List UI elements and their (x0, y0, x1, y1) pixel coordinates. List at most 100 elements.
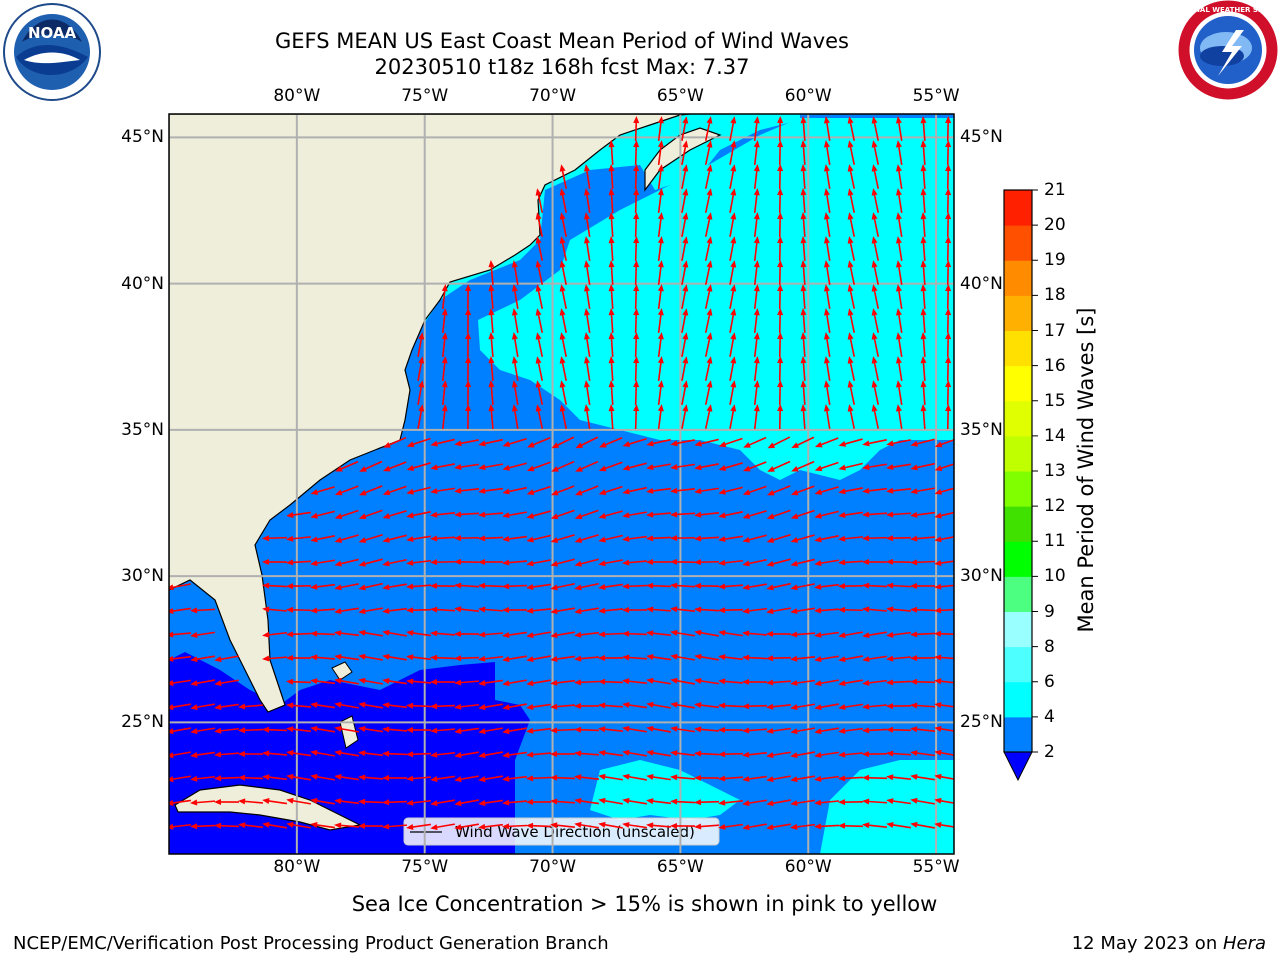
direction-arrowhead (862, 656, 870, 663)
lat-tick-label: 45°N (121, 127, 164, 148)
direction-arrowhead (895, 308, 902, 316)
direction-arrowhead (454, 582, 462, 589)
lat-tick-label: 35°N (960, 419, 1003, 440)
direction-arrowhead (535, 356, 542, 364)
direction-arrowhead (910, 559, 918, 566)
direction-arrowhead (753, 356, 760, 364)
direction-arrowhead (800, 332, 807, 340)
direction-arrowhead (910, 678, 918, 685)
direction-arrowhead (633, 140, 640, 148)
colorbar-tick-label: 21 (1044, 180, 1066, 200)
direction-arrowhead (706, 284, 713, 292)
direction-arrowhead (920, 380, 927, 388)
direction-arrowhead (920, 260, 927, 268)
direction-arrowhead (934, 821, 942, 828)
direction-arrowhead (934, 488, 943, 495)
colorbar-under-triangle (1003, 751, 1033, 782)
direction-arrowhead (694, 823, 702, 830)
map-subtitle: 20230510 t18z 168h fcst Max: 7.37 (374, 55, 750, 79)
direction-arrowhead (535, 404, 542, 412)
direction-arrowhead (871, 212, 878, 220)
direction-arrowhead (790, 631, 798, 638)
direction-arrowhead (670, 440, 678, 447)
direction-arrowhead (814, 489, 823, 495)
direction-arrowhead (478, 606, 486, 613)
direction-arrowhead (262, 582, 270, 589)
direction-arrowhead (847, 380, 854, 388)
direction-arrowhead (945, 212, 952, 220)
direction-arrowhead (945, 332, 952, 340)
direction-arrowhead (262, 535, 270, 542)
direction-arrowhead (583, 260, 590, 268)
direction-arrowhead (488, 332, 495, 340)
colorbar-tick-label: 12 (1044, 496, 1066, 517)
direction-arrowhead (169, 823, 174, 830)
direction-arrowhead (646, 725, 654, 732)
colorbar-tick-label: 16 (1044, 355, 1066, 376)
direction-arrowhead (358, 774, 366, 781)
direction-arrowhead (286, 512, 294, 518)
direction-arrowhead (574, 489, 583, 496)
direction-arrowhead (622, 488, 630, 495)
colorbar-segment (1004, 400, 1032, 437)
direction-arrowhead (682, 140, 689, 148)
direction-arrowhead (823, 404, 830, 412)
direction-arrowhead (886, 464, 894, 471)
direction-arrowhead (551, 442, 560, 449)
direction-arrowhead (598, 655, 606, 662)
lon-tick-label: 60°W (784, 857, 832, 877)
direction-arrowhead (895, 260, 902, 268)
direction-arrowhead (934, 654, 942, 661)
direction-arrowhead (169, 704, 174, 711)
direction-arrowhead (945, 404, 952, 412)
direction-arrowhead (838, 440, 847, 447)
direction-arrowhead (682, 404, 689, 412)
direction-arrowhead (550, 656, 558, 662)
direction-arrowhead (575, 466, 583, 472)
direction-arrowhead (310, 678, 318, 685)
direction-arrowhead (286, 797, 294, 804)
direction-arrowhead (526, 775, 534, 782)
direction-arrowhead (190, 728, 198, 735)
direction-arrowhead (583, 356, 590, 364)
direction-arrowhead (550, 798, 558, 805)
colorbar-tick-label: 18 (1044, 285, 1066, 306)
direction-arrowhead (238, 798, 246, 805)
colorbar-tick-label: 2 (1044, 742, 1055, 762)
direction-arrowhead (334, 774, 342, 780)
direction-arrowhead (559, 164, 566, 172)
direction-arrowhead (777, 212, 784, 220)
direction-arrowhead (488, 380, 495, 388)
direction-arrowhead (502, 775, 510, 782)
direction-arrowhead (814, 799, 822, 806)
map-frame (168, 113, 955, 855)
land-bahamas (331, 661, 359, 749)
direction-arrowhead (886, 631, 894, 638)
colorbar-segment (1004, 541, 1032, 577)
direction-arrowhead (406, 536, 414, 543)
direction-arrowhead (777, 308, 784, 316)
direction-arrowhead (418, 404, 425, 412)
direction-arrowhead (706, 116, 713, 124)
direction-arrowhead (682, 380, 689, 388)
direction-arrowhead (608, 164, 615, 172)
direction-arrowhead (465, 356, 472, 364)
direction-arrowhead (718, 775, 726, 782)
direction-arrowhead (430, 678, 438, 685)
direction-arrowhead (169, 680, 174, 686)
colorbar-tick-label: 8 (1044, 636, 1055, 657)
direction-arrowhead (169, 752, 174, 759)
direction-arrowhead (730, 140, 737, 148)
direction-arrowhead (286, 726, 294, 733)
direction-arrowhead (646, 582, 654, 589)
direction-arrowhead (790, 776, 798, 783)
direction-arrowhead (559, 380, 566, 388)
direction-arrowhead (945, 356, 952, 364)
direction-arrowhead (910, 726, 918, 733)
direction-arrowhead (430, 606, 438, 613)
direction-arrowhead (694, 464, 702, 471)
direction-arrowhead (559, 212, 566, 220)
direction-arrowhead (454, 487, 462, 494)
direction-arrowhead (238, 750, 246, 757)
direction-arrowhead (823, 308, 830, 316)
